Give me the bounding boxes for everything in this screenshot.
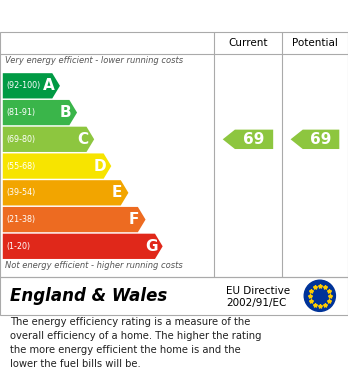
Text: (39-54): (39-54)	[6, 188, 35, 197]
Polygon shape	[223, 130, 273, 149]
Text: Energy Efficiency Rating: Energy Efficiency Rating	[10, 9, 220, 23]
Text: 2002/91/EC: 2002/91/EC	[226, 298, 286, 308]
Text: D: D	[94, 159, 106, 174]
Polygon shape	[291, 130, 339, 149]
Text: G: G	[145, 239, 157, 254]
Text: (81-91): (81-91)	[6, 108, 35, 117]
Text: (1-20): (1-20)	[6, 242, 30, 251]
Text: The energy efficiency rating is a measure of the
overall efficiency of a home. T: The energy efficiency rating is a measur…	[10, 317, 262, 369]
Polygon shape	[3, 207, 145, 232]
Text: A: A	[42, 78, 54, 93]
Text: 69: 69	[243, 132, 265, 147]
Text: Very energy efficient - lower running costs: Very energy efficient - lower running co…	[5, 56, 183, 65]
Polygon shape	[3, 127, 94, 152]
Text: F: F	[129, 212, 139, 227]
Polygon shape	[3, 100, 77, 125]
Text: (21-38): (21-38)	[6, 215, 35, 224]
Text: Potential: Potential	[292, 38, 338, 48]
Text: B: B	[60, 105, 71, 120]
Polygon shape	[3, 73, 60, 99]
Text: C: C	[77, 132, 88, 147]
Text: Not energy efficient - higher running costs: Not energy efficient - higher running co…	[5, 261, 183, 270]
Polygon shape	[3, 153, 111, 179]
Polygon shape	[3, 180, 128, 205]
Polygon shape	[3, 234, 163, 259]
Circle shape	[304, 280, 335, 311]
Text: (92-100): (92-100)	[6, 81, 40, 90]
Text: EU Directive: EU Directive	[226, 286, 290, 296]
Text: E: E	[112, 185, 122, 200]
Text: Current: Current	[228, 38, 268, 48]
Text: England & Wales: England & Wales	[10, 287, 168, 305]
Text: (55-68): (55-68)	[6, 161, 35, 170]
Text: 69: 69	[310, 132, 332, 147]
Text: (69-80): (69-80)	[6, 135, 35, 144]
